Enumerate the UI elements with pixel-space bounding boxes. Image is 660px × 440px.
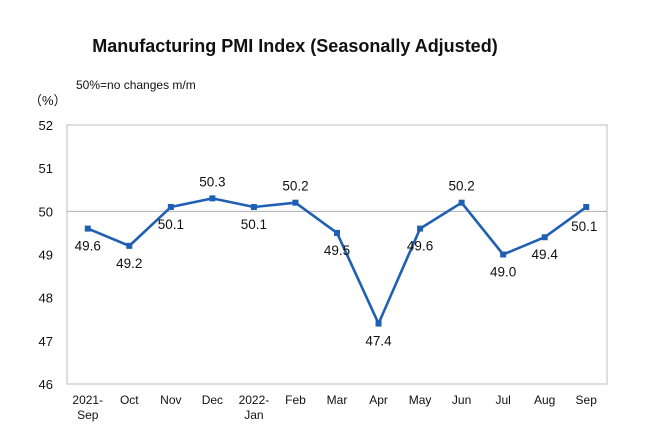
data-label: 50.2 [448, 179, 474, 194]
x-tick-label: Dec [202, 393, 223, 407]
data-label: 49.4 [532, 247, 559, 262]
chart-title: Manufacturing PMI Index (Seasonally Adju… [92, 36, 498, 56]
x-tick-label: 2022- [239, 393, 270, 407]
data-label: 50.2 [282, 179, 308, 194]
x-tick-label: Jan [244, 408, 263, 422]
y-tick-label: 50 [39, 204, 53, 219]
x-tick-label: Aug [534, 393, 555, 407]
data-point-marker [458, 199, 465, 206]
data-point-marker [375, 320, 382, 327]
data-label: 49.2 [116, 256, 142, 271]
x-tick-label: 2021- [72, 393, 103, 407]
data-point-marker [583, 204, 590, 211]
data-label: 50.1 [158, 217, 184, 232]
y-tick-label: 52 [39, 118, 53, 133]
y-tick-label: 49 [39, 248, 53, 263]
data-point-marker [209, 195, 216, 202]
x-tick-label: Oct [120, 393, 139, 407]
y-tick-label: 47 [39, 334, 53, 349]
data-label: 50.1 [241, 217, 267, 232]
x-tick-label: Mar [327, 393, 348, 407]
data-label: 49.5 [324, 243, 350, 258]
data-label: 49.0 [490, 265, 516, 280]
y-tick-label: 48 [39, 291, 53, 306]
x-tick-label: Apr [369, 393, 388, 407]
x-tick-label: Jun [452, 393, 471, 407]
data-point-marker [417, 225, 424, 232]
data-point-marker [250, 204, 257, 211]
y-tick-label: 51 [39, 161, 53, 176]
plot-area-border [66, 124, 608, 385]
x-tick-label: Sep [77, 408, 99, 422]
x-tick-label: Feb [285, 393, 306, 407]
x-tick-label: Jul [495, 393, 510, 407]
x-tick-label: May [409, 393, 432, 407]
data-label: 49.6 [407, 239, 433, 254]
y-tick-label: 46 [39, 377, 53, 392]
data-label: 50.3 [199, 174, 225, 189]
data-point-marker [84, 225, 91, 232]
data-point-marker [167, 204, 174, 211]
x-tick-label: Nov [160, 393, 181, 407]
data-label: 49.6 [75, 239, 101, 254]
chart-note: 50%=no changes m/m [76, 78, 196, 92]
data-point-marker [334, 229, 340, 236]
y-axis-unit: （%） [29, 93, 67, 108]
x-tick-label: Sep [576, 393, 598, 407]
data-point-marker [500, 251, 507, 258]
data-point-marker [541, 234, 548, 241]
data-point-marker [126, 242, 133, 249]
data-label: 50.1 [571, 219, 597, 234]
data-label: 47.4 [365, 334, 392, 349]
data-point-marker [292, 199, 299, 206]
